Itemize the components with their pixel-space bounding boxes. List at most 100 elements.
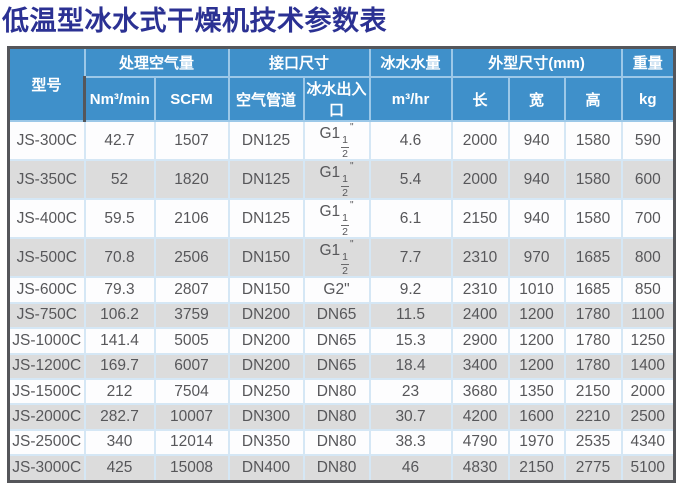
- cell-model: JS-750C: [7, 301, 86, 330]
- table-row: JS-2000C 282.7 10007 DN300 DN80 30.7 4200 1600 2…: [7, 403, 677, 431]
- cell-model: JS-2000C: [7, 403, 86, 431]
- table-row: JS-3000C 425 15008 DN400 DN80 46 4830 2150 2775 5…: [7, 454, 677, 483]
- cell-water-flow: 7.7: [368, 237, 453, 279]
- cell-water-flow: 4.6: [368, 120, 453, 162]
- cell-length: 2900: [450, 327, 510, 355]
- cell-air-pipe: DN125: [227, 120, 305, 162]
- cell-width: 1200: [507, 327, 566, 355]
- col-subheader-m3hr: m³/hr: [368, 76, 453, 123]
- cell-nm3-min: 212: [83, 377, 156, 406]
- cell-model: JS-1200C: [7, 352, 86, 380]
- cell-length: 4830: [450, 454, 510, 483]
- cell-width: 940: [507, 198, 566, 240]
- cell-width: 1970: [507, 428, 566, 457]
- cell-scfm: 2506: [153, 237, 230, 279]
- table-row: JS-1500C 212 7504 DN250 DN80 23 3680 1350 2150 20…: [7, 377, 677, 406]
- cell-width: 940: [507, 159, 566, 201]
- cell-width: 1200: [507, 301, 566, 330]
- cell-weight: 700: [620, 198, 677, 240]
- cell-weight: 590: [620, 120, 677, 162]
- col-subheader-air-pipe: 空气管道: [227, 76, 305, 123]
- cell-height: 1780: [563, 352, 623, 380]
- cell-weight: 2000: [620, 377, 677, 406]
- cell-height: 1780: [563, 301, 623, 330]
- cell-water-port: DN80: [302, 377, 371, 406]
- cell-water-port: DN80: [302, 428, 371, 457]
- cell-water-port: DN65: [302, 301, 371, 330]
- cell-scfm: 6007: [153, 352, 230, 380]
- cell-nm3-min: 425: [83, 454, 156, 483]
- cell-scfm: 5005: [153, 327, 230, 355]
- header-row-units: Nm³/min SCFM 空气管道 冰水出入口 m³/hr 长 宽 高 kg: [9, 76, 677, 123]
- table-header: 型号 处理空气量 接口尺寸 冰水水量 外型尺寸(mm) 重量 Nm³/min S…: [7, 46, 677, 123]
- cell-air-pipe: DN350: [227, 428, 305, 457]
- cell-height: 1580: [563, 198, 623, 240]
- cell-length: 2150: [450, 198, 510, 240]
- cell-nm3-min: 79.3: [83, 276, 156, 304]
- cell-water-port: DN80: [302, 403, 371, 431]
- cell-weight: 600: [620, 159, 677, 201]
- cell-nm3-min: 52: [83, 159, 156, 201]
- cell-nm3-min: 70.8: [83, 237, 156, 279]
- cell-weight: 800: [620, 237, 677, 279]
- table-row: JS-600C 79.3 2807 DN150 G2" 9.2 2310 1010 1685 85…: [7, 276, 677, 304]
- cell-nm3-min: 340: [83, 428, 156, 457]
- header-row-groups: 型号 处理空气量 接口尺寸 冰水水量 外型尺寸(mm) 重量: [7, 46, 677, 123]
- cell-height: 1580: [563, 159, 623, 201]
- cell-model: JS-300C: [7, 120, 86, 162]
- col-header-dimensions: 外型尺寸(mm): [450, 46, 623, 79]
- cell-length: 2000: [450, 120, 510, 162]
- cell-width: 970: [507, 237, 566, 279]
- table-row: JS-500C 70.8 2506 DN150 G1 1 2 " 7.7 2310 970 1685 8…: [7, 237, 677, 279]
- cell-scfm: 10007: [153, 403, 230, 431]
- cell-width: 1010: [507, 276, 566, 304]
- cell-length: 2000: [450, 159, 510, 201]
- cell-model: JS-400C: [7, 198, 86, 240]
- cell-water-flow: 23: [368, 377, 453, 406]
- cell-air-pipe: DN250: [227, 377, 305, 406]
- cell-air-pipe: DN300: [227, 403, 305, 431]
- cell-water-flow: 30.7: [368, 403, 453, 431]
- cell-weight: 850: [620, 276, 677, 304]
- cell-water-port: DN65: [302, 352, 371, 380]
- cell-water-flow: 18.4: [368, 352, 453, 380]
- page: 低温型冰水式干燥机技术参数表 型号 处理空气量 接口尺寸 冰水水量 外型尺寸(m…: [0, 5, 679, 483]
- cell-length: 2310: [450, 276, 510, 304]
- cell-air-pipe: DN200: [227, 301, 305, 330]
- col-header-interface-size: 接口尺寸: [227, 46, 371, 79]
- cell-model: JS-2500C: [7, 428, 86, 457]
- cell-nm3-min: 42.7: [83, 120, 156, 162]
- cell-nm3-min: 141.4: [83, 327, 156, 355]
- cell-length: 4200: [450, 403, 510, 431]
- cell-water-port: G1 1 2 ": [302, 159, 371, 201]
- col-header-air-capacity: 处理空气量: [83, 46, 230, 79]
- cell-weight: 5100: [620, 454, 677, 483]
- page-title: 低温型冰水式干燥机技术参数表: [2, 6, 387, 36]
- cell-model: JS-3000C: [7, 454, 86, 483]
- cell-water-flow: 9.2: [368, 276, 453, 304]
- table-row: JS-1200C 169.7 6007 DN200 DN65 18.4 3400 1200 17…: [7, 352, 677, 380]
- cell-air-pipe: DN125: [227, 159, 305, 201]
- cell-scfm: 1507: [153, 120, 230, 162]
- cell-air-pipe: DN150: [227, 276, 305, 304]
- table-row: JS-2500C 340 12014 DN350 DN80 38.3 4790 1970 253…: [7, 428, 677, 457]
- cell-water-flow: 6.1: [368, 198, 453, 240]
- cell-water-flow: 5.4: [368, 159, 453, 201]
- cell-water-flow: 15.3: [368, 327, 453, 355]
- cell-water-flow: 11.5: [368, 301, 453, 330]
- cell-scfm: 2106: [153, 198, 230, 240]
- cell-air-pipe: DN150: [227, 237, 305, 279]
- cell-height: 2150: [563, 377, 623, 406]
- cell-height: 1580: [563, 120, 623, 162]
- col-subheader-nm3min: Nm³/min: [83, 76, 156, 123]
- table-body: JS-300C 42.7 1507 DN125 G1 1 2 " 4.6 2000 940 1580 5…: [7, 120, 677, 483]
- cell-weight: 1100: [620, 301, 677, 330]
- cell-air-pipe: DN200: [227, 327, 305, 355]
- table-row: JS-300C 42.7 1507 DN125 G1 1 2 " 4.6 2000 940 1580 5…: [7, 120, 677, 162]
- col-header-model: 型号: [7, 46, 86, 123]
- table-row: JS-1000C 141.4 5005 DN200 DN65 15.3 2900 1200 17…: [7, 327, 677, 355]
- cell-model: JS-1000C: [7, 327, 86, 355]
- cell-water-port: G2": [302, 276, 371, 304]
- cell-weight: 1400: [620, 352, 677, 380]
- cell-height: 1685: [563, 276, 623, 304]
